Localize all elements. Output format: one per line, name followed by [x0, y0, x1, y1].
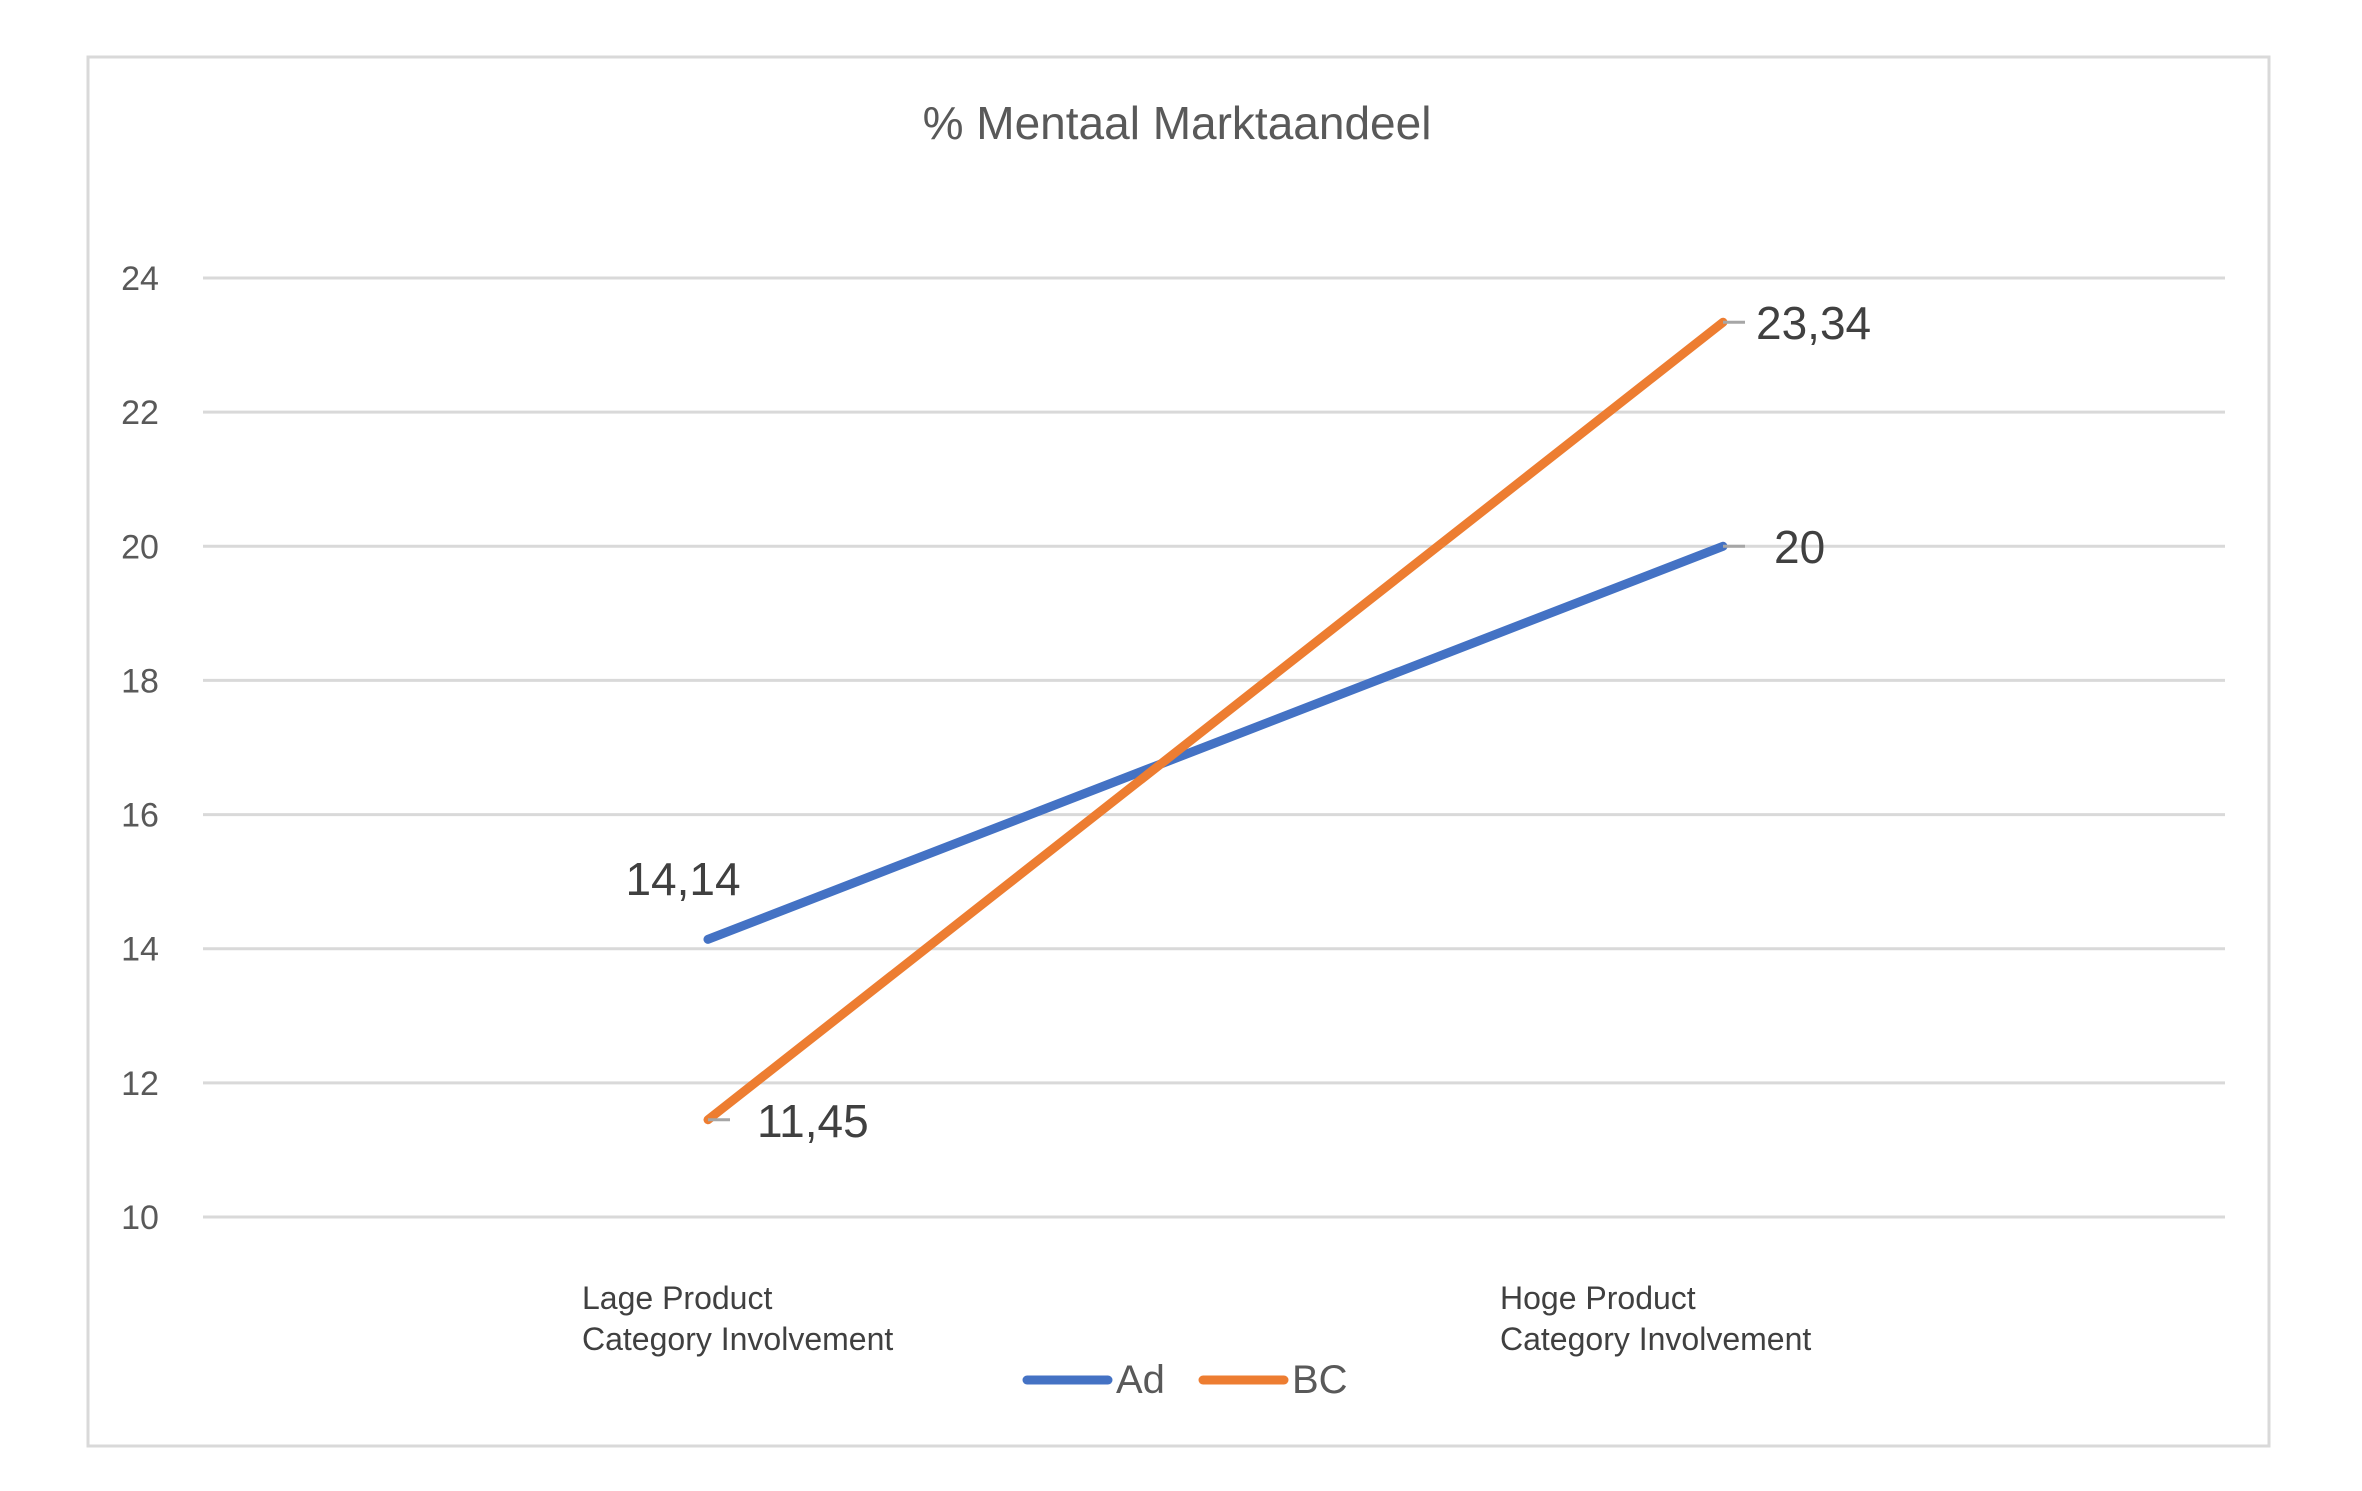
y-tick-label: 12 [121, 1065, 159, 1103]
y-tick-label: 14 [121, 931, 159, 969]
x-category-label: Category Involvement [582, 1321, 893, 1357]
series-line-bc [703, 317, 1728, 1125]
data-label: 20 [1774, 521, 1825, 573]
data-label: 14,14 [625, 853, 740, 905]
legend-label: Ad [1116, 1358, 1165, 1402]
x-category-label: Category Involvement [1500, 1321, 1811, 1357]
y-tick-label: 18 [121, 662, 159, 700]
y-tick-label: 20 [121, 528, 159, 566]
data-label: 23,34 [1756, 297, 1871, 349]
legend-label: BC [1292, 1358, 1348, 1402]
y-tick-label: 24 [121, 260, 159, 298]
data-label: 11,45 [757, 1095, 869, 1147]
chart-title: % Mentaal Marktaandeel [923, 97, 1432, 149]
series-line-ad [703, 541, 1728, 944]
x-category-label: Lage Product [582, 1280, 772, 1316]
y-tick-label: 16 [121, 797, 159, 835]
y-tick-label: 10 [121, 1199, 159, 1237]
y-tick-label: 22 [121, 394, 159, 432]
x-category-label: Hoge Product [1500, 1280, 1696, 1316]
